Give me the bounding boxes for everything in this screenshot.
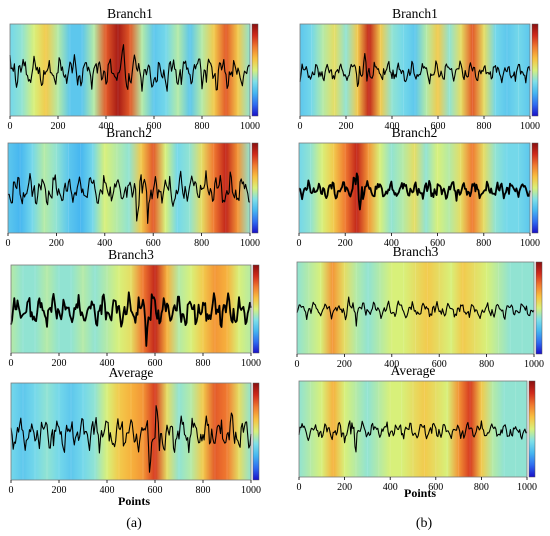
colorbar (531, 23, 539, 117)
x-tick-label: 600 (428, 482, 443, 493)
x-tick-label: 400 (385, 121, 400, 132)
x-tick-label: 0 (297, 482, 302, 493)
x-tick-label: 600 (431, 121, 446, 132)
x-tick-label: 0 (9, 358, 14, 369)
x-tick-label: 0 (298, 121, 303, 132)
x-tick-label: 0 (8, 121, 13, 132)
x-tick-label: 800 (479, 359, 494, 370)
panel-b4: Average 0 200 400 600 800 1000 (297, 363, 538, 493)
x-tick-label: 200 (337, 482, 352, 493)
signal-trace (296, 296, 535, 327)
x-tick-label: 400 (100, 485, 115, 496)
x-tick-label: 800 (195, 121, 210, 132)
panel-title: Branch3 (108, 247, 154, 262)
x-axis-label-left: Points (118, 494, 150, 508)
colorbar (531, 142, 539, 234)
panel-a3: Branch3 0 200 400 600 800 1000 (9, 247, 262, 369)
x-tick-label: 200 (51, 121, 66, 132)
panel-title: Branch1 (392, 6, 438, 21)
caption-a: (a) (126, 516, 142, 531)
colorbar (528, 380, 536, 478)
signal-trace (298, 172, 531, 211)
x-tick-label: 800 (194, 238, 209, 249)
x-tick-label: 0 (295, 359, 300, 370)
heatmap-background (300, 24, 530, 116)
x-tick-label: 400 (99, 121, 114, 132)
x-tick-label: 600 (148, 358, 163, 369)
plot-frame (7, 142, 251, 234)
plot-frame (9, 23, 251, 117)
x-tick-label: 200 (338, 238, 353, 249)
x-tick-label: 0 (6, 238, 11, 249)
panel-title: Branch1 (107, 6, 153, 21)
panels: Branch1 0 200 400 600 800 1000 Branch2 0 200 400 60… (6, 6, 545, 496)
x-axis-label-right: Points (404, 486, 436, 500)
heatmap-background (8, 143, 250, 233)
signal-trace (299, 53, 531, 88)
x-tick-label: 400 (384, 359, 399, 370)
x-tick-label: 600 (147, 121, 162, 132)
x-tick-label: 600 (148, 485, 163, 496)
signal-trace (10, 405, 252, 473)
panel-title: Average (109, 365, 154, 380)
x-tick-label: 1000 (520, 121, 540, 132)
x-tick-label: 200 (52, 485, 67, 496)
x-tick-label: 0 (9, 485, 14, 496)
x-tick-label: 400 (100, 358, 115, 369)
x-tick-label: 800 (196, 485, 211, 496)
x-tick-label: 800 (476, 238, 491, 249)
x-tick-label: 600 (430, 238, 445, 249)
colorbar (252, 382, 260, 481)
signal-trace (9, 44, 251, 92)
panel-a4: Average 0 200 400 600 800 1000 (9, 365, 262, 496)
panel-b1: Branch1 0 200 400 600 800 1000 (298, 6, 541, 132)
panel-title: Average (391, 363, 436, 378)
panel-title: Branch2 (392, 125, 438, 140)
colorbar (251, 23, 259, 117)
x-tick-label: 400 (384, 238, 399, 249)
panel-a1: Branch1 0 200 400 600 800 1000 (8, 6, 261, 132)
x-tick-label: 600 (146, 238, 161, 249)
x-tick-label: 1000 (240, 121, 260, 132)
plot-frame (299, 23, 531, 117)
x-tick-label: 1000 (240, 238, 260, 249)
signal-trace (7, 170, 251, 224)
x-tick-label: 1000 (241, 358, 261, 369)
colorbar (252, 264, 260, 354)
x-tick-label: 800 (477, 121, 492, 132)
plot-frame (296, 261, 535, 355)
plot-frame (298, 380, 528, 478)
x-tick-label: 800 (196, 358, 211, 369)
plot-frame (10, 382, 252, 481)
signal-trace (10, 291, 252, 347)
signal-trace (298, 420, 528, 453)
x-tick-label: 800 (474, 482, 489, 493)
colorbar (251, 142, 259, 234)
x-tick-label: 400 (383, 482, 398, 493)
x-tick-label: 200 (49, 238, 64, 249)
x-tick-label: 600 (432, 359, 447, 370)
caption-b: (b) (416, 516, 433, 531)
panel-a2: Branch2 0 200 400 600 800 1000 (6, 125, 261, 249)
plot-frame (10, 264, 252, 354)
x-tick-label: 200 (339, 121, 354, 132)
x-tick-label: 1000 (520, 238, 540, 249)
x-tick-label: 200 (52, 358, 67, 369)
panel-title: Branch2 (106, 125, 152, 140)
x-tick-label: 1000 (517, 482, 537, 493)
colorbar (535, 261, 543, 355)
heatmap-background (299, 381, 527, 477)
panel-title: Branch3 (393, 244, 439, 259)
panel-b2: Branch2 0 200 400 600 800 1000 (297, 125, 541, 249)
plot-frame (298, 142, 531, 234)
panel-b3: Branch3 0 200 400 600 800 1000 (295, 244, 545, 370)
x-tick-label: 1000 (524, 359, 544, 370)
x-tick-label: 0 (297, 238, 302, 249)
x-tick-label: 200 (337, 359, 352, 370)
x-tick-label: 400 (97, 238, 112, 249)
x-tick-label: 1000 (241, 485, 261, 496)
